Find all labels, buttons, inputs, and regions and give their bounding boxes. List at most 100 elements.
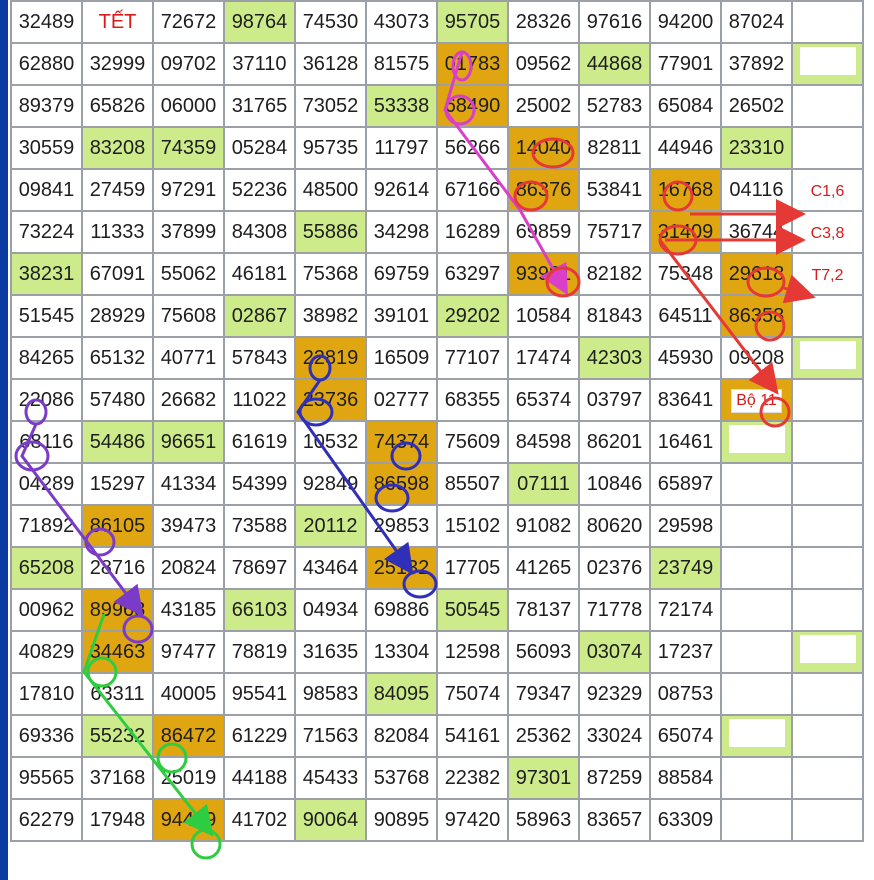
number-cell: 92329: [578, 672, 651, 716]
number-cell: [720, 420, 793, 464]
number-cell: 41334: [152, 462, 225, 506]
number-cell: 38231: [10, 252, 83, 296]
number-cell: 09841: [10, 168, 83, 212]
number-cell: 73224: [10, 210, 83, 254]
number-cell: 44946: [649, 126, 722, 170]
number-cell: 01783: [436, 42, 509, 86]
table-row: 17810 63311 40005 95541 98583 84095 75074 79347…: [10, 672, 864, 716]
number-cell: C1,6: [791, 168, 864, 212]
number-cell: 40829: [10, 630, 83, 674]
number-cell: 28716: [81, 546, 154, 590]
number-cell: 07111: [507, 462, 580, 506]
number-cell: 84598: [507, 420, 580, 464]
number-cell: 97420: [436, 798, 509, 842]
number-cell: 22819: [294, 336, 367, 380]
number-cell: 65374: [507, 378, 580, 422]
number-cell: 25019: [152, 756, 225, 800]
number-cell: 84265: [10, 336, 83, 380]
number-cell: 91082: [507, 504, 580, 548]
number-cell: 63309: [649, 798, 722, 842]
number-cell: 37110: [223, 42, 296, 86]
number-cell: 44868: [578, 42, 651, 86]
number-cell: 82811: [578, 126, 651, 170]
number-cell: 16768: [649, 168, 722, 212]
number-cell: 23749: [649, 546, 722, 590]
table-row: 00962 89968 43185 66103 04934 69886 50545 78137…: [10, 588, 864, 632]
number-cell: 40005: [152, 672, 225, 716]
table-row: 69336 55232 86472 61229 71563 82084 54161 25362…: [10, 714, 864, 758]
number-cell: 87024: [720, 0, 793, 44]
number-cell: 81575: [365, 42, 438, 86]
table-row: 95565 37168 25019 44188 45433 53768 22382 97301…: [10, 756, 864, 800]
number-cell: 33024: [578, 714, 651, 758]
number-cell: 65074: [649, 714, 722, 758]
number-cell: 51545: [10, 294, 83, 338]
number-cell: TẾT: [81, 0, 154, 44]
note-tag: T7,2: [811, 266, 844, 284]
number-cell: 10584: [507, 294, 580, 338]
number-cell: 15102: [436, 504, 509, 548]
table-row: 73224 11333 37899 84308 55886 34298 16289 69859…: [10, 210, 864, 254]
set-label: Bộ 11: [731, 388, 782, 413]
number-cell: 09702: [152, 42, 225, 86]
number-cell: 54486: [81, 420, 154, 464]
number-cell: 84095: [365, 672, 438, 716]
number-cell: 85507: [436, 462, 509, 506]
number-cell: 97477: [152, 630, 225, 674]
number-cell: 14040: [507, 126, 580, 170]
number-cell: 55232: [81, 714, 154, 758]
table-row: 09841 27459 97291 52236 48500 92614 67166 86376…: [10, 168, 864, 212]
table-row: 51545 28929 75608 02867 38982 39101 29202 10584…: [10, 294, 864, 338]
number-cell: 72672: [152, 0, 225, 44]
table-row: 32489 TẾT 72672 98764 74530 43073 95705 28326 97…: [10, 0, 864, 44]
number-cell: 31765: [223, 84, 296, 128]
number-cell: T7,2: [791, 252, 864, 296]
number-cell: 69759: [365, 252, 438, 296]
number-cell: [720, 756, 793, 800]
table-row: 04289 15297 41334 54399 92849 86598 85507 07111…: [10, 462, 864, 506]
number-cell: 68355: [436, 378, 509, 422]
number-cell: 13304: [365, 630, 438, 674]
note-tag: C1,6: [810, 182, 845, 200]
number-cell: 94200: [649, 0, 722, 44]
number-cell: 55062: [152, 252, 225, 296]
number-cell: 89379: [10, 84, 83, 128]
number-cell: 96651: [152, 420, 225, 464]
number-cell: [791, 336, 864, 380]
table-row: 30559 83208 74359 05284 95735 11797 56266 14040…: [10, 126, 864, 170]
number-cell: 02867: [223, 294, 296, 338]
number-cell: 03074: [578, 630, 651, 674]
number-cell: 65132: [81, 336, 154, 380]
number-cell: 97291: [152, 168, 225, 212]
number-cell: 73052: [294, 84, 367, 128]
number-cell: 43464: [294, 546, 367, 590]
number-cell: 37892: [720, 42, 793, 86]
number-cell: 94499: [152, 798, 225, 842]
number-cell: 20112: [294, 504, 367, 548]
number-cell: 42303: [578, 336, 651, 380]
number-cell: 26682: [152, 378, 225, 422]
number-cell: 67091: [81, 252, 154, 296]
number-cell: 78137: [507, 588, 580, 632]
number-cell: 65208: [10, 546, 83, 590]
number-cell: 17810: [10, 672, 83, 716]
number-cell: 22086: [10, 378, 83, 422]
number-cell: [791, 756, 864, 800]
number-cell: 54399: [223, 462, 296, 506]
number-cell: 06000: [152, 84, 225, 128]
number-cell: 17237: [649, 630, 722, 674]
number-cell: 95541: [223, 672, 296, 716]
number-cell: 77107: [436, 336, 509, 380]
number-cell: 84308: [223, 210, 296, 254]
number-cell: 75348: [649, 252, 722, 296]
number-cell: [720, 588, 793, 632]
number-cell: 17474: [507, 336, 580, 380]
lottery-number-grid: 32489 TẾT 72672 98764 74530 43073 95705 28326 97…: [10, 0, 864, 842]
number-cell: 37168: [81, 756, 154, 800]
number-cell: 77901: [649, 42, 722, 86]
number-cell: 09208: [720, 336, 793, 380]
empty-box: [728, 719, 785, 747]
number-cell: 28326: [507, 0, 580, 44]
number-cell: 98583: [294, 672, 367, 716]
number-cell: 83208: [81, 126, 154, 170]
